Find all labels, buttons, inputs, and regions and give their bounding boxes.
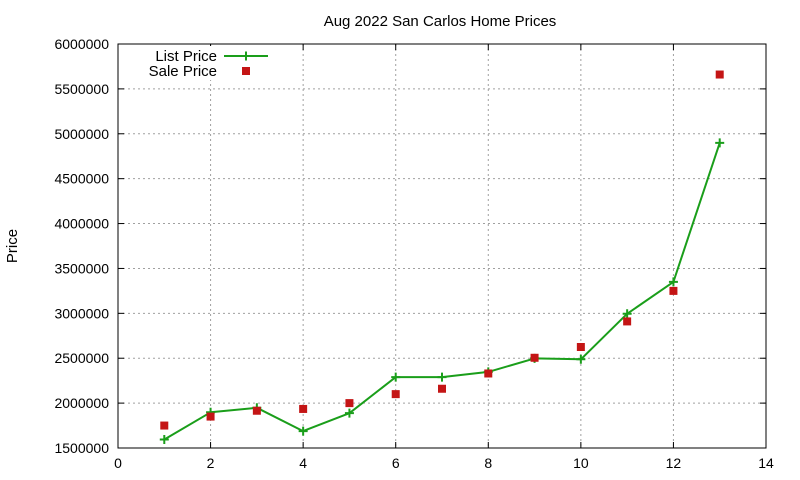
list-price-line — [163, 142, 721, 441]
list-price-point — [391, 372, 401, 382]
x-tick-label: 6 — [392, 455, 400, 471]
sale-price-series — [160, 70, 724, 430]
sale-price-point — [252, 406, 261, 415]
sale-price-point — [345, 399, 354, 408]
sale-price-point — [438, 384, 446, 393]
legend-marker-list-price — [241, 51, 251, 61]
x-tick-label: 10 — [573, 455, 589, 471]
sale-price-point — [576, 343, 585, 351]
y-tick-label: 2500000 — [54, 350, 109, 366]
grid — [118, 44, 766, 448]
sale-price-point — [623, 317, 632, 326]
sale-price-point — [484, 369, 493, 378]
y-tick-label: 5500000 — [54, 81, 109, 97]
y-tick-label: 5000000 — [54, 126, 109, 142]
list-price-point — [298, 426, 308, 436]
y-axis-label: Price — [4, 229, 21, 263]
x-tick-label: 14 — [758, 455, 774, 471]
y-tick-label: 2000000 — [54, 395, 109, 411]
sale-price-point — [715, 70, 724, 79]
list-price-point — [159, 434, 169, 444]
y-tick-label: 3000000 — [54, 305, 109, 321]
x-tick-label: 0 — [114, 455, 122, 471]
legend-marker-sale-price — [242, 67, 250, 75]
y-tick-label: 3500000 — [54, 260, 109, 276]
sale-price-point — [669, 286, 678, 295]
y-tick-label: 6000000 — [54, 36, 109, 52]
plot-frame — [117, 43, 767, 449]
sale-price-point — [530, 353, 539, 362]
sale-price-point — [206, 412, 215, 421]
list-price-point — [715, 138, 725, 148]
axis-tick-labels: 0 2 4 6 8 10 12 14 1500000 2000000 2500000 3000000 3… — [54, 36, 774, 471]
legend-label-sale-price: Sale Price — [149, 63, 217, 80]
list-price-point — [622, 309, 632, 319]
chart-title: Aug 2022 San Carlos Home Prices — [324, 13, 557, 30]
sale-price-point — [160, 421, 169, 430]
x-tick-label: 12 — [666, 455, 682, 471]
legend-label-list-price: List Price — [155, 48, 217, 65]
x-tick-label: 4 — [299, 455, 307, 471]
x-tick-label: 8 — [484, 455, 492, 471]
list-price-point — [576, 354, 586, 364]
list-price-point — [437, 372, 447, 382]
x-tick-label: 2 — [207, 455, 215, 471]
list-price-series — [159, 138, 725, 444]
y-tick-label: 4500000 — [54, 171, 109, 187]
sale-price-point — [391, 390, 400, 399]
sale-price-point — [299, 404, 308, 413]
list-price-point — [344, 408, 354, 418]
list-price-point — [668, 277, 678, 287]
y-tick-label: 1500000 — [54, 440, 109, 456]
plot-series — [159, 70, 725, 444]
y-tick-label: 4000000 — [54, 216, 109, 232]
